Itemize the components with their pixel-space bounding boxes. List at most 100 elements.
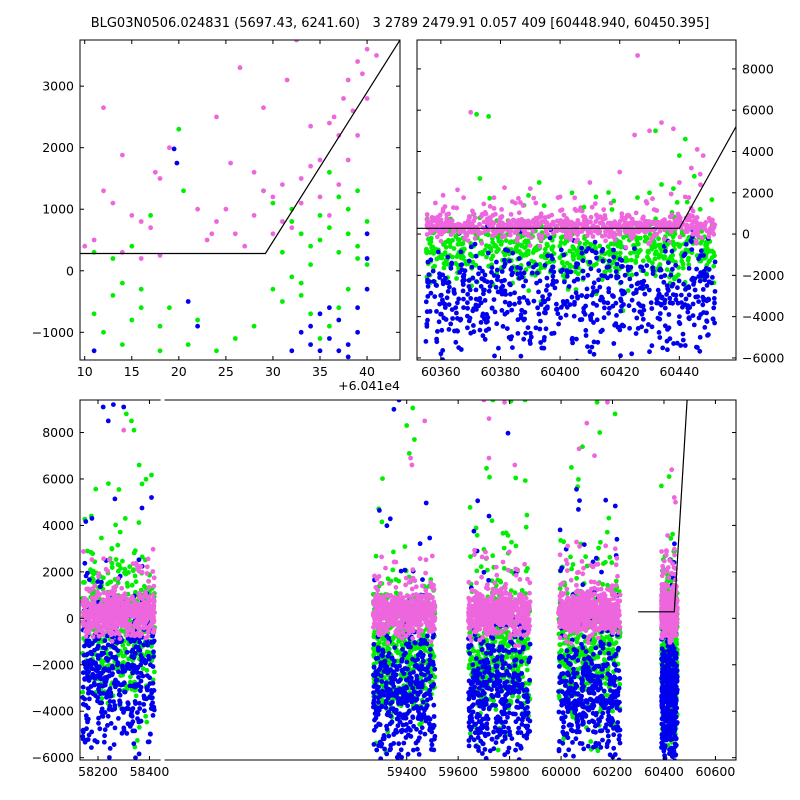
blue-point	[85, 570, 90, 576]
magenta-point	[138, 219, 144, 224]
blue-point	[465, 325, 470, 331]
magenta-point	[545, 232, 551, 237]
blue-point	[521, 317, 527, 323]
blue-point	[416, 752, 422, 757]
blue-point	[345, 354, 351, 360]
blue-point	[385, 792, 390, 797]
green-point	[613, 578, 619, 584]
magenta-point	[479, 240, 485, 246]
magenta-point	[690, 208, 696, 214]
blue-point	[591, 339, 597, 345]
blue-point	[535, 270, 540, 276]
green-point	[88, 549, 94, 555]
green-point	[691, 173, 697, 179]
blue-point	[629, 351, 635, 357]
blue-point	[417, 541, 423, 547]
green-point	[523, 568, 529, 574]
blue-point	[686, 292, 692, 298]
blue-point	[105, 723, 110, 728]
green-point	[150, 677, 156, 683]
blue-point	[461, 305, 466, 310]
magenta-point	[499, 234, 505, 240]
blue-point	[697, 348, 703, 354]
green-point	[117, 529, 123, 535]
blue-point	[86, 732, 92, 738]
magenta-point	[650, 219, 656, 225]
green-point	[393, 590, 399, 596]
blue-point	[440, 357, 445, 360]
blue-point	[554, 306, 560, 312]
magenta-point	[444, 216, 450, 221]
blue-point	[499, 278, 504, 284]
blue-point	[501, 264, 507, 269]
green-point	[167, 305, 172, 311]
green-point	[122, 653, 127, 658]
green-point	[371, 652, 377, 658]
green-point	[642, 234, 648, 240]
y-tick-label: 2000	[742, 185, 774, 200]
blue-point	[444, 295, 450, 301]
magenta-point	[688, 213, 694, 219]
blue-point	[455, 328, 460, 334]
green-point	[485, 567, 490, 573]
green-point	[136, 724, 142, 730]
axes-frame	[79, 39, 401, 361]
magenta-point	[477, 221, 482, 227]
green-point	[355, 256, 360, 261]
blue-point	[690, 313, 696, 318]
magenta-point	[652, 233, 657, 239]
green-point	[391, 549, 396, 555]
green-point	[646, 258, 652, 263]
blue-point	[86, 664, 92, 670]
blue-point	[564, 273, 570, 279]
blue-point	[583, 328, 589, 333]
green-point	[629, 257, 634, 263]
y-tick-label: −6000	[742, 350, 784, 365]
green-point	[680, 265, 686, 271]
magenta-point	[364, 96, 370, 101]
blue-point	[600, 258, 606, 264]
blue-point	[533, 262, 539, 268]
blue-point	[144, 696, 149, 702]
green-point	[109, 546, 115, 551]
green-point	[656, 255, 662, 260]
magenta-point	[327, 120, 332, 126]
magenta-point	[597, 220, 603, 226]
blue-point	[660, 345, 666, 351]
blue-point	[92, 667, 98, 673]
green-point	[489, 518, 495, 524]
blue-point	[573, 290, 579, 296]
magenta-point	[568, 236, 573, 242]
blue-point	[480, 268, 485, 274]
blue-point	[627, 325, 632, 331]
panel-zoom-right: 60360 60380 60400 60420 60440−6000−4000−2000…	[416, 39, 784, 379]
blue-point	[141, 642, 147, 648]
blue-point	[601, 300, 607, 305]
magenta-point	[424, 212, 430, 217]
green-point	[399, 642, 405, 648]
blue-point	[101, 739, 107, 745]
blue-point	[440, 297, 445, 303]
blue-point	[565, 270, 571, 275]
blue-point	[671, 341, 676, 346]
green-point	[504, 654, 510, 660]
green-point	[522, 478, 528, 483]
green-point	[444, 261, 450, 267]
blue-point	[86, 676, 92, 681]
green-point	[251, 323, 257, 329]
magenta-point	[521, 221, 527, 226]
blue-point	[345, 342, 351, 347]
blue-point	[657, 316, 663, 322]
green-point	[131, 567, 136, 573]
blue-point	[508, 291, 513, 297]
blue-point	[642, 291, 648, 297]
blue-point	[94, 646, 100, 651]
blue-point	[571, 278, 577, 284]
green-point	[709, 255, 715, 261]
blue-point	[510, 250, 516, 256]
magenta-point	[467, 222, 473, 228]
magenta-point	[504, 222, 510, 228]
blue-point	[596, 277, 601, 283]
blue-point	[415, 684, 421, 690]
blue-point	[97, 675, 102, 681]
